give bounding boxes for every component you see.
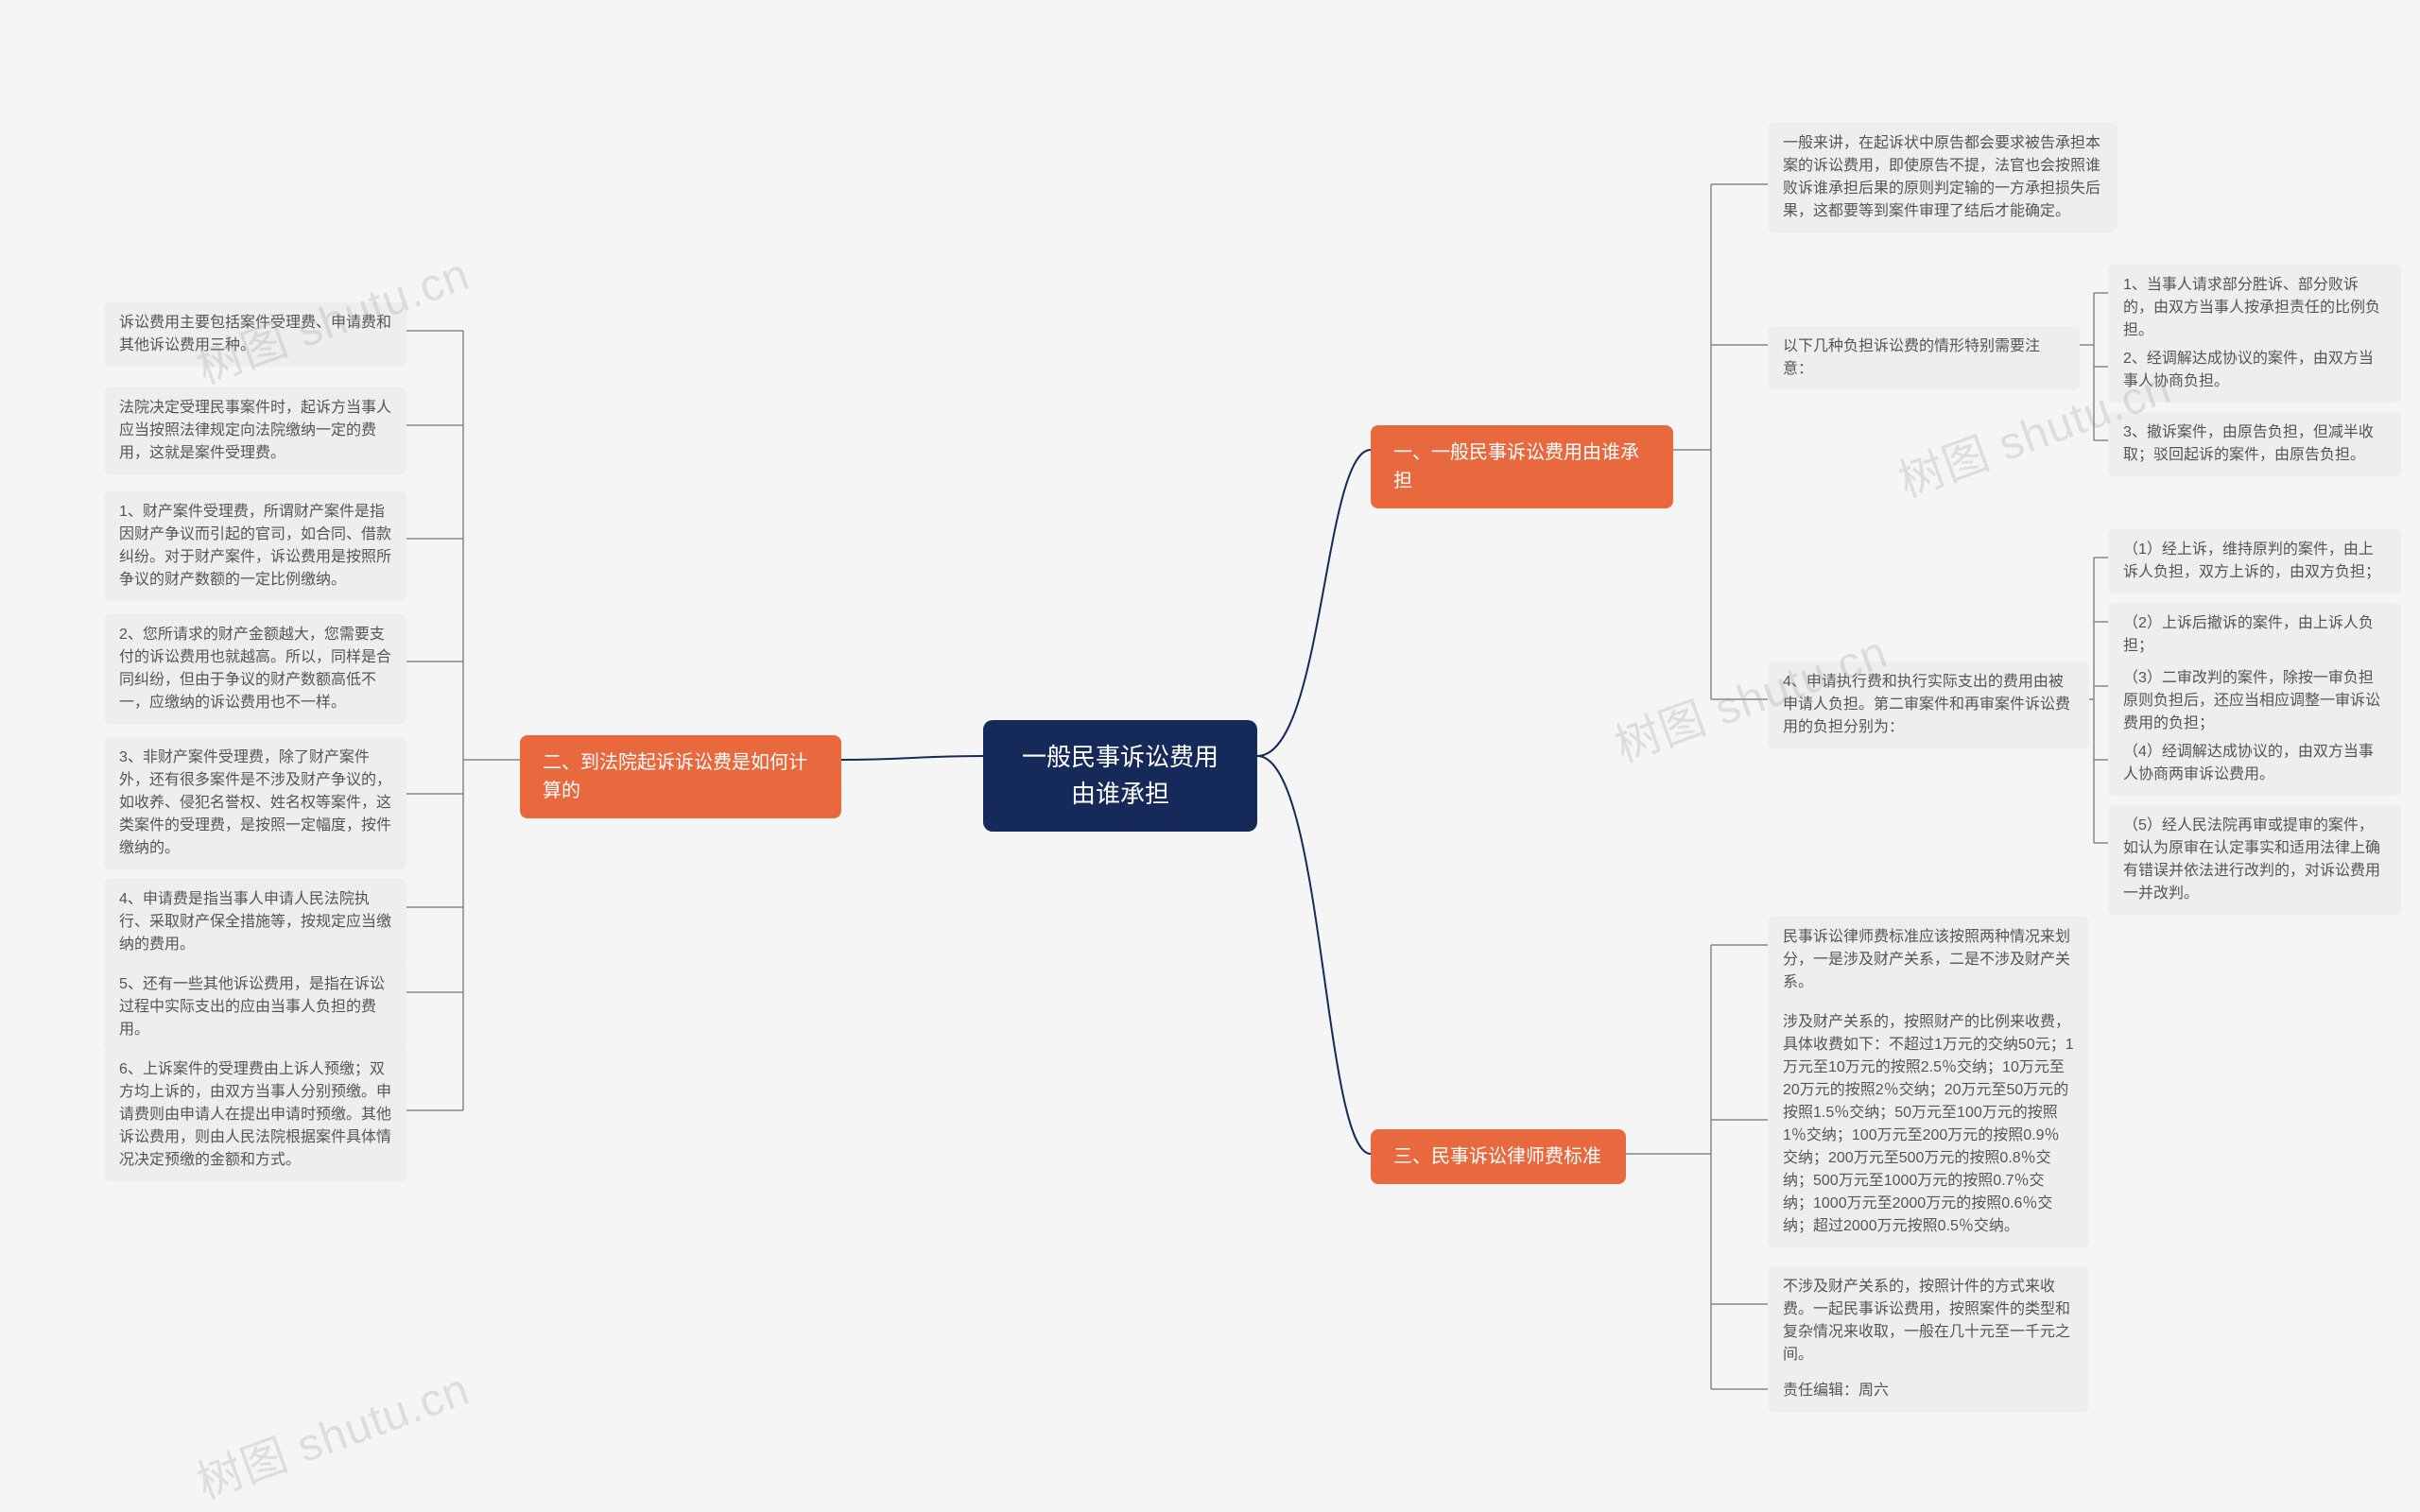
leaf-b1-3-4: （4）经调解达成协议的，由双方当事人协商两审诉讼费用。 — [2108, 731, 2401, 796]
root-node: 一般民事诉讼费用由谁承担 — [983, 720, 1257, 832]
branch-1: 一、一般民事诉讼费用由谁承担 — [1371, 425, 1673, 508]
leaf-b3-2: 涉及财产关系的，按照财产的比例来收费，具体收费如下：不超过1万元的交纳50元；1… — [1768, 1002, 2089, 1247]
branch-2: 二、到法院起诉诉讼费是如何计算的 — [520, 735, 841, 818]
branch-3: 三、民事诉讼律师费标准 — [1371, 1129, 1626, 1184]
leaf-b1-3: 4、申请执行费和执行实际支出的费用由被申请人负担。第二审案件和再审案件诉讼费用的… — [1768, 662, 2089, 748]
leaf-b1-2-3: 3、撤诉案件，由原告负担，但减半收取；驳回起诉的案件，由原告负担。 — [2108, 412, 2401, 476]
leaf-b2-7: 5、还有一些其他诉讼费用，是指在诉讼过程中实际支出的应由当事人负担的费用。 — [104, 964, 406, 1051]
leaf-b1-3-1: （1）经上诉，维持原判的案件，由上诉人负担，双方上诉的，由双方负担； — [2108, 529, 2401, 593]
leaf-b1-3-5: （5）经人民法院再审或提审的案件，如认为原审在认定事实和适用法律上确有错误并依法… — [2108, 805, 2401, 915]
leaf-b2-6: 4、申请费是指当事人申请人民法院执行、采取财产保全措施等，按规定应当缴纳的费用。 — [104, 879, 406, 966]
leaf-b2-8: 6、上诉案件的受理费由上诉人预缴；双方均上诉的，由双方当事人分别预缴。申请费则由… — [104, 1049, 406, 1181]
leaf-b2-5: 3、非财产案件受理费，除了财产案件外，还有很多案件是不涉及财产争议的，如收养、侵… — [104, 737, 406, 869]
leaf-b2-1: 诉讼费用主要包括案件受理费、申请费和其他诉讼费用三种。 — [104, 302, 406, 367]
leaf-b2-3: 1、财产案件受理费，所谓财产案件是指因财产争议而引起的官司，如合同、借款纠纷。对… — [104, 491, 406, 601]
leaf-b3-4: 责任编辑：周六 — [1768, 1370, 2089, 1412]
leaf-b1-2: 以下几种负担诉讼费的情形特别需要注意： — [1768, 326, 2080, 390]
watermark-3: 树图 shutu.cn — [186, 1352, 477, 1512]
leaf-b2-2: 法院决定受理民事案件时，起诉方当事人应当按照法律规定向法院缴纳一定的费用，这就是… — [104, 387, 406, 474]
leaf-b1-1: 一般来讲，在起诉状中原告都会要求被告承担本案的诉讼费用，即使原告不提，法官也会按… — [1768, 123, 2118, 232]
leaf-b2-4: 2、您所请求的财产金额越大，您需要支付的诉讼费用也就越高。所以，同样是合同纠纷，… — [104, 614, 406, 724]
leaf-b1-2-2: 2、经调解达成协议的案件，由双方当事人协商负担。 — [2108, 338, 2401, 403]
leaf-b3-3: 不涉及财产关系的，按照计件的方式来收费。一起民事诉讼费用，按照案件的类型和复杂情… — [1768, 1266, 2089, 1376]
leaf-b3-1: 民事诉讼律师费标准应该按照两种情况来划分，一是涉及财产关系，二是不涉及财产关系。 — [1768, 917, 2089, 1004]
